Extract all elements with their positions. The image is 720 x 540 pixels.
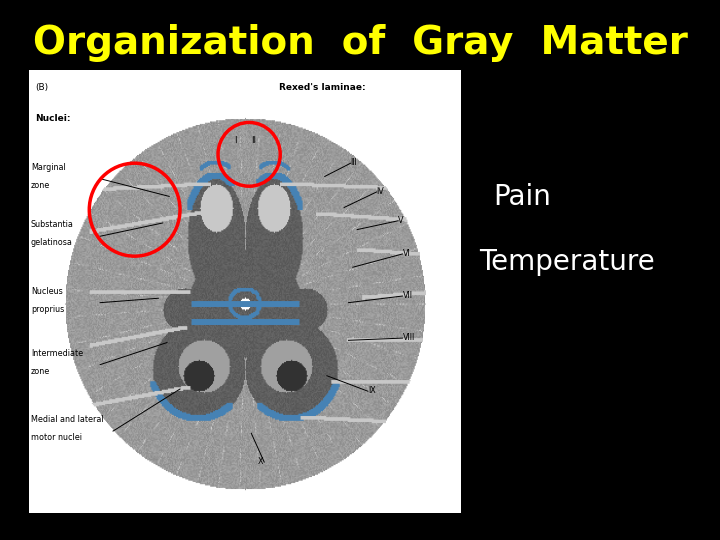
Text: I: I xyxy=(234,136,236,145)
Text: II: II xyxy=(251,136,256,145)
Text: V: V xyxy=(398,216,404,225)
Text: VII: VII xyxy=(402,291,413,300)
Text: Intermediate: Intermediate xyxy=(31,349,83,358)
Text: Temperature: Temperature xyxy=(479,248,654,276)
Text: VIII: VIII xyxy=(402,333,415,342)
Text: IX: IX xyxy=(368,387,376,395)
Text: VI: VI xyxy=(402,249,410,258)
Text: X: X xyxy=(258,457,264,467)
Text: Marginal: Marginal xyxy=(31,163,66,172)
Text: Substantia: Substantia xyxy=(31,220,74,230)
Text: (B): (B) xyxy=(35,83,48,92)
Text: IV: IV xyxy=(377,187,384,196)
Text: Rexed's laminae:: Rexed's laminae: xyxy=(279,83,366,92)
Text: Organization  of  Gray  Matter: Organization of Gray Matter xyxy=(32,24,688,62)
Text: Nuclei:: Nuclei: xyxy=(35,114,71,123)
Text: zone: zone xyxy=(31,367,50,375)
Text: Pain: Pain xyxy=(493,183,551,211)
Text: motor nuclei: motor nuclei xyxy=(31,433,82,442)
Text: zone: zone xyxy=(31,180,50,190)
Text: Medial and lateral: Medial and lateral xyxy=(31,415,104,424)
Text: proprius: proprius xyxy=(31,305,64,314)
Text: gelatinosa: gelatinosa xyxy=(31,238,73,247)
Text: Nucleus: Nucleus xyxy=(31,287,63,296)
Text: III: III xyxy=(351,158,357,167)
